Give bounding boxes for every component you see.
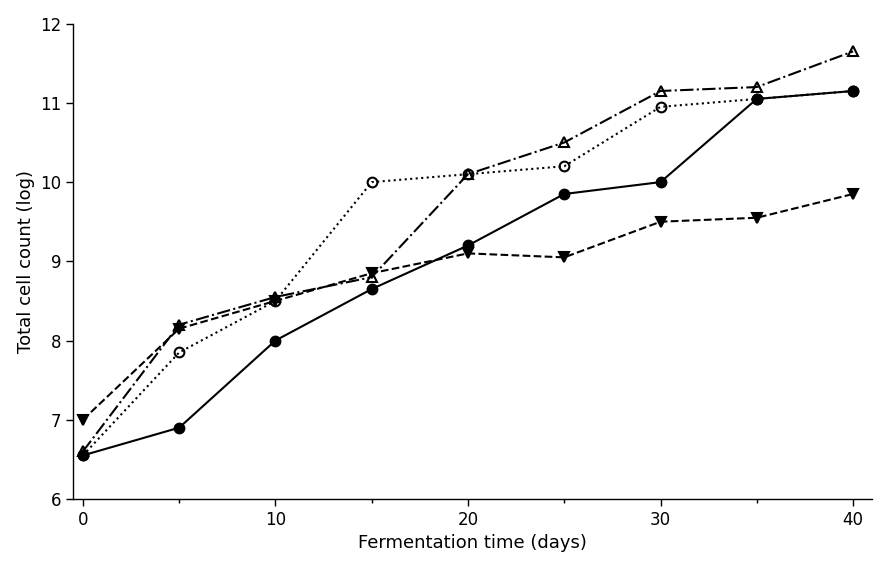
X-axis label: Fermentation time (days): Fermentation time (days) [358,534,588,552]
Y-axis label: Total cell count (log): Total cell count (log) [17,170,35,353]
